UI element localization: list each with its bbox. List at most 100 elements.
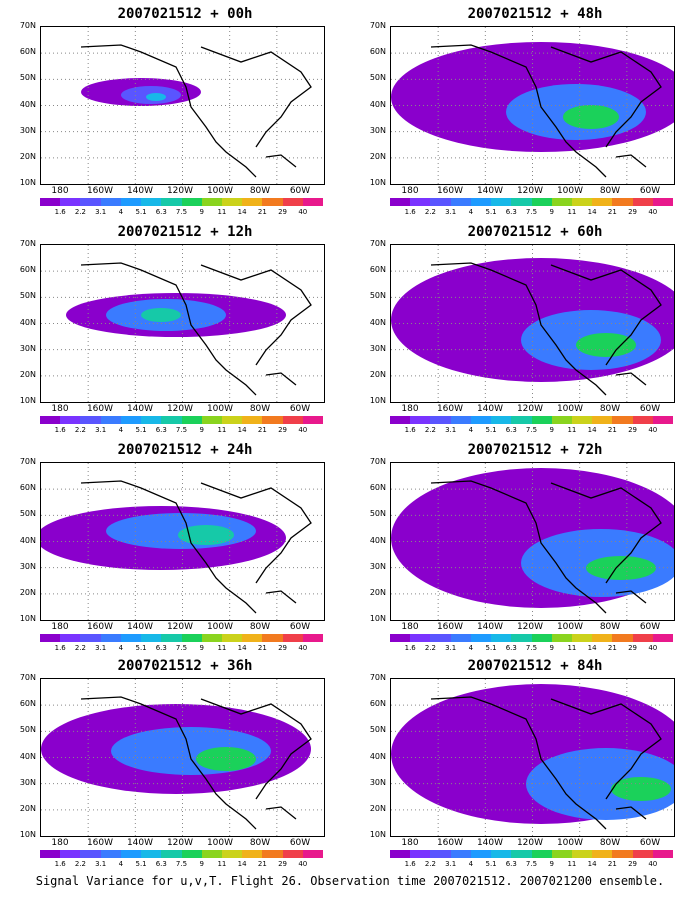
colorbar-labels: 1.6 2.2 3.1 4 5.1 6.3 7.5 9 11 14 21 29 40 — [390, 644, 673, 654]
colorbar-level-label: 3.1 — [445, 426, 457, 434]
lat-tick-label: 50N — [19, 291, 36, 301]
lat-tick-label: 50N — [369, 73, 386, 83]
colorbar-swatch — [181, 850, 202, 858]
colorbar-swatch — [181, 634, 202, 642]
lat-tick-label: 50N — [369, 291, 386, 301]
lon-tick-label: 80W — [599, 838, 621, 848]
colorbar-swatch — [652, 850, 674, 858]
colorbar-level-label: 9 — [549, 426, 554, 434]
colorbar — [390, 416, 674, 424]
lon-tick-label: 60W — [639, 404, 661, 414]
colorbar-level-label: 40 — [648, 860, 658, 868]
colorbar-swatch — [491, 416, 512, 424]
lat-tick-label: 70N — [369, 457, 386, 466]
colorbar-level-label: 40 — [648, 644, 658, 652]
colorbar-level-label: 3.1 — [445, 644, 457, 652]
colorbar-swatch — [632, 634, 653, 642]
map-panel: 2007021512 + 84h 70N 60N 50N 40N 30N 20N 10N 180… — [350, 658, 690, 876]
colorbar-level-label: 6.3 — [155, 644, 167, 652]
lon-tick-label: 100W — [556, 404, 584, 414]
lon-tick-label: 100W — [206, 838, 234, 848]
colorbar-level-label: 7.5 — [525, 644, 538, 652]
colorbar-swatch — [612, 850, 633, 858]
colorbar-level-label: 11 — [217, 860, 227, 868]
colorbar-level-label: 6.3 — [505, 644, 517, 652]
panel-title: 2007021512 + 72h — [467, 442, 603, 458]
lon-tick-label: 80W — [249, 186, 271, 196]
lat-tick-label: 30N — [19, 561, 36, 571]
colorbar-swatch — [592, 634, 613, 642]
colorbar-swatch — [390, 416, 411, 424]
figure-caption: Signal Variance for u,v,T. Flight 26. Ob… — [35, 874, 665, 888]
colorbar-swatch — [282, 634, 303, 642]
lon-tick-label: 180 — [401, 838, 419, 848]
panel-title: 2007021512 + 12h — [117, 224, 253, 240]
colorbar-labels: 1.6 2.2 3.1 4 5.1 6.3 7.5 9 11 14 21 29 40 — [40, 644, 323, 654]
colorbar-labels: 1.6 2.2 3.1 4 5.1 6.3 7.5 9 11 14 21 29 40 — [40, 860, 323, 870]
map-plot-area — [390, 26, 675, 185]
colorbar-swatch — [470, 634, 492, 642]
lon-tick-label: 120W — [166, 186, 194, 196]
colorbar-swatch — [221, 634, 243, 642]
lon-tick-label: 60W — [639, 622, 661, 632]
colorbar-swatch — [491, 634, 512, 642]
colorbar-level-label: 9 — [549, 644, 554, 652]
colorbar-level-label: 6.3 — [155, 208, 167, 216]
colorbar-level-label: 4 — [118, 426, 124, 434]
colorbar-level-label: 11 — [217, 426, 227, 434]
lat-tick-label: 70N — [369, 673, 386, 682]
colorbar — [390, 634, 674, 642]
lat-tick-label: 60N — [369, 47, 386, 57]
colorbar-swatch — [511, 634, 532, 642]
colorbar-level-label: 5.1 — [485, 208, 497, 216]
variance-contour — [178, 525, 234, 545]
variance-contour — [576, 333, 636, 357]
lon-tick-label: 60W — [639, 838, 661, 848]
colorbar-level-label: 2.2 — [424, 860, 436, 868]
lat-tick-label: 60N — [19, 483, 36, 493]
colorbar-swatch — [511, 198, 532, 206]
lon-tick-label: 180 — [401, 404, 419, 414]
lat-tick-label: 60N — [19, 699, 36, 709]
colorbar-swatch — [571, 416, 593, 424]
colorbar-level-label: 4 — [468, 860, 474, 868]
colorbar-swatch — [612, 634, 633, 642]
signal-variance-field — [391, 463, 674, 620]
variance-contour — [563, 105, 619, 129]
colorbar-level-label: 6.3 — [505, 426, 517, 434]
colorbar-swatch — [491, 850, 512, 858]
colorbar-swatch — [390, 850, 411, 858]
colorbar-level-label: 29 — [278, 208, 288, 216]
colorbar-swatch — [221, 198, 243, 206]
lon-tick-label: 160W — [436, 622, 464, 632]
colorbar-level-label: 7.5 — [525, 426, 538, 434]
colorbar-level-label: 2.2 — [74, 426, 86, 434]
colorbar-level-label: 9 — [199, 644, 204, 652]
map-plot-area — [40, 462, 325, 621]
colorbar-swatch — [100, 198, 121, 206]
colorbar-level-label: 5.1 — [135, 208, 147, 216]
colorbar-swatch — [470, 198, 492, 206]
colorbar-swatch — [141, 850, 162, 858]
colorbar-swatch — [470, 416, 492, 424]
colorbar-swatch — [120, 198, 142, 206]
lon-tick-label: 160W — [86, 186, 114, 196]
colorbar-level-label: 9 — [549, 208, 554, 216]
lat-tick-label: 20N — [369, 151, 386, 161]
lat-tick-label: 30N — [369, 777, 386, 787]
colorbar — [40, 416, 324, 424]
map-plot-area — [40, 26, 325, 185]
lon-tick-label: 160W — [436, 838, 464, 848]
colorbar-swatch — [302, 850, 324, 858]
lat-tick-label: 40N — [369, 317, 386, 327]
colorbar-swatch — [450, 416, 471, 424]
colorbar-swatch — [302, 416, 324, 424]
lon-tick-label: 140W — [126, 404, 154, 414]
lat-tick-label: 10N — [19, 614, 36, 623]
colorbar-level-label: 6.3 — [505, 860, 517, 868]
colorbar-swatch — [450, 198, 471, 206]
lat-tick-label: 10N — [369, 396, 386, 405]
map-plot-area — [40, 678, 325, 837]
lon-tick-label: 140W — [126, 838, 154, 848]
colorbar-level-label: 1.6 — [404, 208, 416, 216]
